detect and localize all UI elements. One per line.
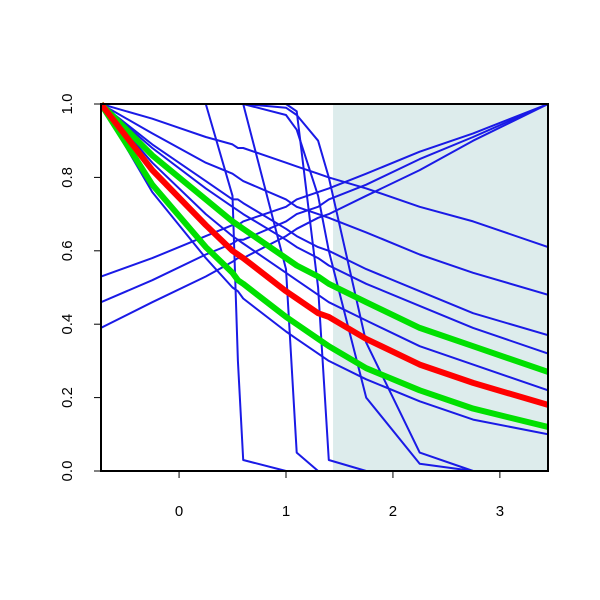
curve <box>101 103 548 436</box>
curve <box>101 103 548 355</box>
curve <box>101 103 548 329</box>
curve <box>101 101 548 375</box>
shaded-region <box>333 104 548 471</box>
curve <box>101 102 548 430</box>
curve <box>101 103 548 249</box>
plot-frame <box>100 103 549 472</box>
y-tick-label: 1.0 <box>59 94 76 115</box>
x-tick-label: 1 <box>282 503 290 520</box>
curve <box>101 103 548 278</box>
curve <box>101 102 548 408</box>
y-tick-label: 0.2 <box>59 387 76 408</box>
y-tick-label: 0.0 <box>59 461 76 482</box>
y-tick-label: 0.4 <box>59 314 76 335</box>
curve <box>101 103 548 392</box>
y-tick-label: 0.8 <box>59 167 76 188</box>
y-tick-label: 0.6 <box>59 240 76 261</box>
x-tick-label: 3 <box>496 503 504 520</box>
x-tick-label: 2 <box>389 503 397 520</box>
x-tick-label: 0 <box>175 503 183 520</box>
